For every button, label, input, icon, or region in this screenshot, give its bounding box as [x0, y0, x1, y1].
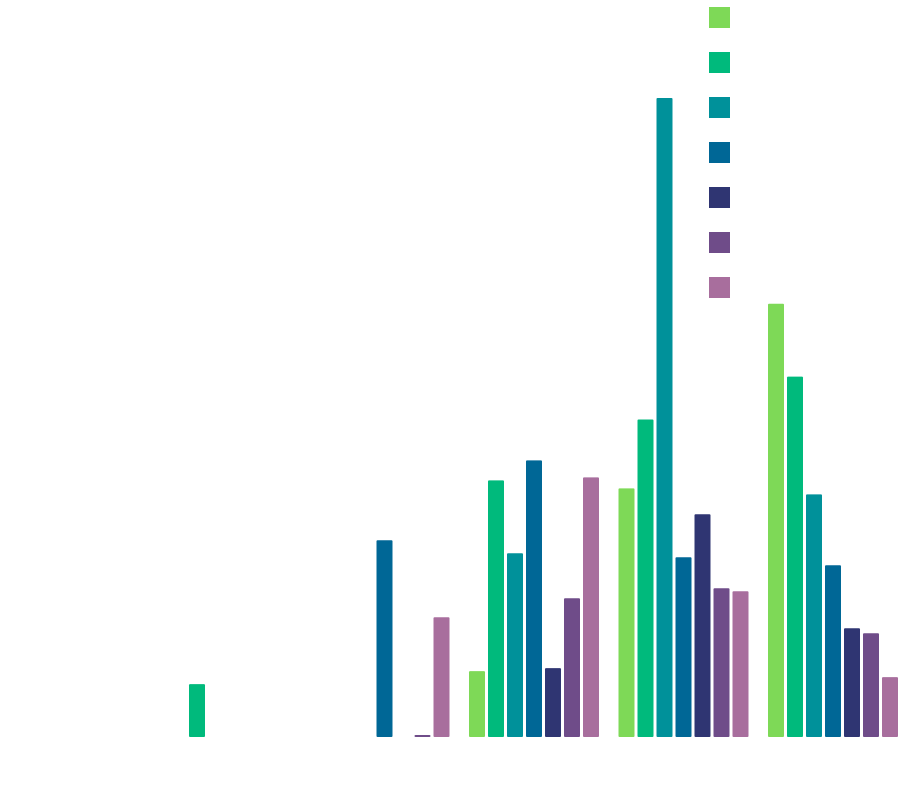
bar-s7-c5 [882, 677, 898, 737]
legend-swatch-4 [709, 142, 730, 163]
bar-s4-c5 [825, 565, 841, 737]
legend-swatch-3 [709, 97, 730, 118]
legend-swatch-1 [709, 7, 730, 28]
bar-s3-c4 [656, 98, 673, 737]
bar-s6-c3 [564, 598, 580, 737]
bar-s6-c5 [863, 633, 879, 737]
bar-s2-c1 [189, 684, 205, 737]
legend-swatch-7 [709, 277, 730, 298]
bar-s5-c4 [694, 514, 711, 737]
legend-swatch-6 [709, 232, 730, 253]
bar-s5-c3 [545, 668, 561, 737]
bar-s2-c5 [787, 376, 803, 737]
bar-s7-c3 [583, 477, 599, 737]
bar-s4-c4 [675, 557, 692, 737]
bar-s1-c5 [768, 303, 784, 737]
legend-swatch-5 [709, 187, 730, 208]
legend [709, 7, 730, 298]
bar-s7-c4 [732, 591, 749, 737]
bar-s2-c3 [488, 480, 504, 737]
bar-s6-c2 [414, 735, 431, 737]
bar-s7-c2 [433, 617, 450, 737]
bar-s2-c4 [637, 419, 654, 737]
bar-s4-c2 [376, 540, 393, 737]
bar-s1-c3 [469, 671, 485, 737]
bar-s4-c3 [526, 460, 542, 737]
bar-s5-c5 [844, 628, 860, 737]
bars-group [189, 98, 898, 737]
bar-s6-c4 [713, 588, 730, 737]
bar-s3-c3 [507, 553, 523, 737]
bar-s3-c5 [806, 494, 822, 737]
legend-swatch-2 [709, 52, 730, 73]
bar-s1-c4 [618, 488, 635, 737]
